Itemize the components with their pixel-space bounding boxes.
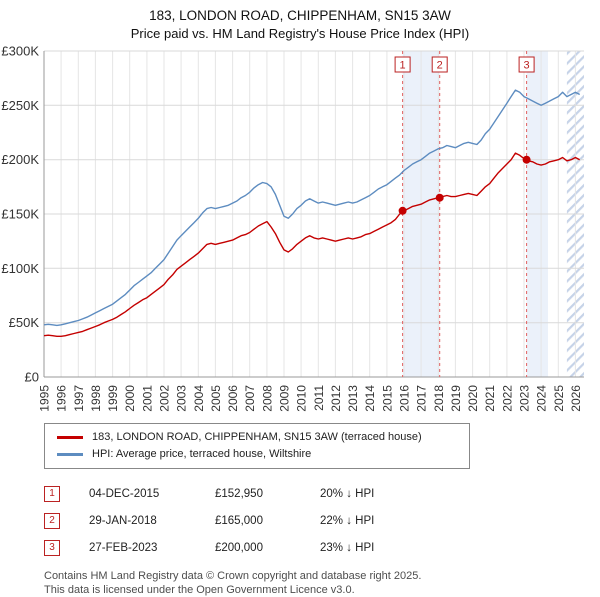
transaction-row: 2 29-JAN-2018 £165,000 22% ↓ HPI [44,508,600,535]
x-tick-label: 1996 [55,384,69,411]
page-title: 183, LONDON ROAD, CHIPPENHAM, SN15 3AW [149,8,451,23]
transaction-hpi-diff: 22% ↓ HPI [320,515,375,528]
x-tick-label: 2021 [483,384,497,411]
x-tick-label: 2009 [278,384,292,411]
page-subtitle: Price paid vs. HM Land Registry's House … [130,26,470,42]
x-tick-label: 2025 [552,384,566,411]
x-tick-label: 2000 [123,384,137,411]
transaction-price: £165,000 [215,515,263,528]
x-tick-label: 2007 [243,384,257,411]
transaction-hpi-diff: 20% ↓ HPI [320,488,375,501]
y-tick-label: £50K [9,315,40,330]
x-tick-label: 2013 [346,384,360,411]
sale-flag [431,56,448,73]
x-tick-label: 1995 [38,384,52,411]
transaction-price: £152,950 [215,488,263,501]
series-price-paid [43,152,581,337]
transaction-date: 27-FEB-2023 [89,542,158,555]
x-tick-label: 2006 [226,384,240,411]
legend: 183, LONDON ROAD, CHIPPENHAM, SN15 3AW (… [44,422,470,469]
x-tick-label: 2002 [158,384,172,411]
hpi-line-swatch [57,452,83,456]
x-tick-label: 2011 [312,384,326,410]
x-tick-label: 2019 [449,384,463,411]
header: 183, LONDON ROAD, CHIPPENHAM, SN15 3AW P… [0,7,600,43]
x-tick-label: 2020 [466,384,480,411]
transactions-table: 1 04-DEC-2015 £152,950 20% ↓ HPI 2 29-JA… [44,481,600,562]
legend-label-property: 183, LONDON ROAD, CHIPPENHAM, SN15 3AW (… [92,431,422,444]
x-tick-label: 2014 [363,384,377,411]
legend-item-property: 183, LONDON ROAD, CHIPPENHAM, SN15 3AW (… [53,429,461,446]
transaction-number-badge: 2 [44,513,60,530]
x-tick-label: 2024 [535,384,549,411]
transaction-date: 29-JAN-2018 [89,515,157,528]
transaction-number-badge: 1 [44,486,60,503]
x-tick-label: 2016 [398,384,412,411]
y-tick-label: £100K [1,261,39,276]
sale-point [522,155,531,164]
y-tick-label: £150K [1,206,39,221]
y-tick-label: £250K [1,98,39,113]
x-tick-label: 2004 [192,384,206,411]
footer-copyright-line1: Contains HM Land Registry data © Crown c… [44,569,422,582]
x-tick-label: 1997 [72,384,86,411]
sale-flag-number: 2 [437,59,443,71]
x-tick-label: 2015 [380,384,394,411]
legend-item-hpi: HPI: Average price, terraced house, Wilt… [53,446,461,463]
sale-flag [394,56,411,73]
y-tick-label: £200K [1,152,39,167]
transaction-hpi-diff: 23% ↓ HPI [320,542,375,555]
x-tick-label: 2012 [329,384,343,411]
x-tick-label: 2010 [295,384,309,411]
x-tick-label: 2017 [415,384,429,411]
sale-flag-number: 1 [400,59,406,71]
x-tick-label: 2026 [569,384,583,411]
transaction-price: £200,000 [215,542,263,555]
footer-copyright-line2: This data is licensed under the Open Gov… [44,583,355,596]
series-hpi [43,89,581,326]
footer: Contains HM Land Registry data © Crown c… [44,570,600,597]
x-tick-label: 2008 [260,384,274,411]
x-tick-label: 1998 [89,384,103,411]
property-line-swatch [57,435,83,439]
sale-point [435,193,444,202]
sale-flag-number: 3 [524,59,530,71]
legend-label-hpi: HPI: Average price, terraced house, Wilt… [92,448,312,461]
transaction-row: 1 04-DEC-2015 £152,950 20% ↓ HPI [44,481,600,508]
x-tick-label: 2022 [500,384,514,411]
y-tick-label: £300K [1,45,39,59]
x-tick-label: 2001 [140,384,154,411]
sale-flag [518,56,535,73]
x-tick-label: 2005 [209,384,223,411]
transaction-number-badge: 3 [44,540,60,557]
transaction-date: 04-DEC-2015 [89,488,160,501]
x-tick-label: 2018 [432,384,446,411]
x-tick-label: 1999 [106,384,120,411]
x-tick-label: 2003 [175,384,189,411]
sale-point [398,206,407,215]
x-tick-label: 2023 [518,384,532,411]
y-tick-label: £0 [25,369,39,384]
transaction-row: 3 27-FEB-2023 £200,000 23% ↓ HPI [44,535,600,562]
